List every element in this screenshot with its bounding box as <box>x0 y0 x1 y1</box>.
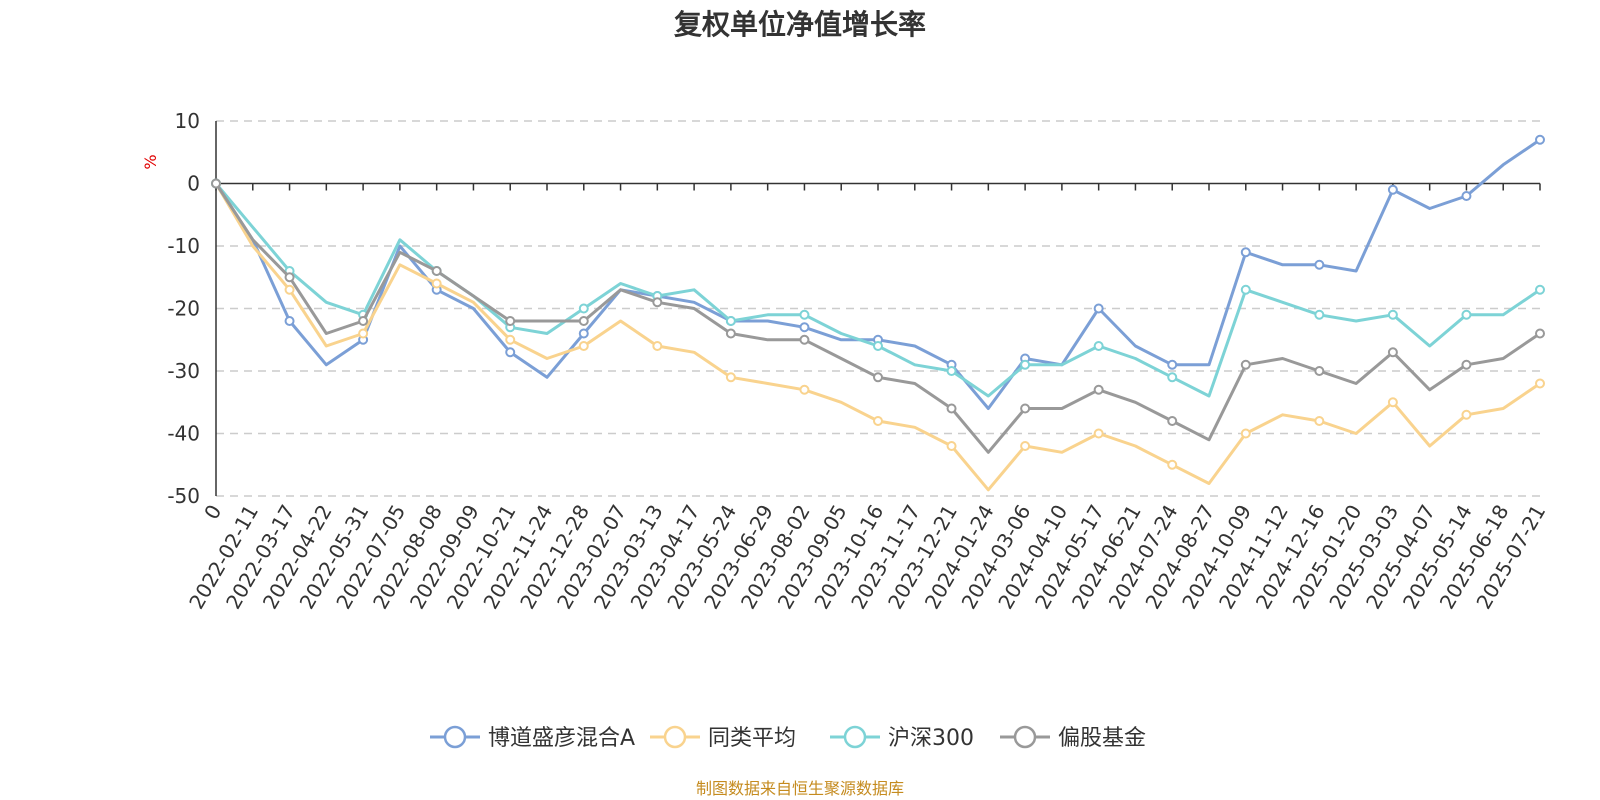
data-point <box>873 416 883 426</box>
data-point <box>1240 428 1251 439</box>
data-point <box>873 372 883 383</box>
data-point <box>431 278 442 289</box>
series-line <box>214 182 1542 398</box>
axes: 100-10-20-30-40-5002022-02-112022-03-172… <box>167 109 1550 613</box>
data-point <box>652 341 663 351</box>
data-point <box>1167 459 1178 470</box>
data-point <box>1387 397 1398 408</box>
x-tick-label: 0 <box>199 501 226 524</box>
legend-marker-icon <box>663 725 687 749</box>
legend-label: 博道盛彦混合A <box>488 726 635 751</box>
data-point <box>1240 247 1251 258</box>
y-axis-unit: % <box>141 154 160 169</box>
data-point <box>284 272 295 283</box>
data-point <box>1461 409 1472 420</box>
data-point <box>1461 191 1472 201</box>
data-point <box>505 334 516 345</box>
data-point <box>578 341 589 351</box>
legend-item[interactable]: 博道盛彦混合A <box>430 725 635 751</box>
data-point <box>1461 309 1472 320</box>
data-point <box>873 341 883 351</box>
data-point <box>946 403 957 414</box>
data-point <box>1093 384 1104 395</box>
data-point <box>1093 341 1104 351</box>
data-point <box>1314 366 1325 376</box>
y-tick-label: -20 <box>167 297 200 321</box>
y-tick-label: 0 <box>187 172 200 196</box>
data-point <box>1535 328 1545 339</box>
y-tick-label: -30 <box>167 359 200 383</box>
legend-marker-icon <box>1013 725 1037 749</box>
data-point <box>1167 416 1178 426</box>
data-point <box>725 372 736 383</box>
data-point <box>431 266 442 276</box>
y-tick-label: -10 <box>167 234 200 258</box>
data-point <box>725 316 736 326</box>
data-point <box>1020 441 1031 451</box>
data-source-note: 制图数据来自恒生聚源数据库 <box>696 779 904 798</box>
data-point <box>1535 134 1545 145</box>
data-point <box>578 316 589 326</box>
data-point <box>1461 359 1472 370</box>
data-point <box>946 366 957 376</box>
data-point <box>578 303 589 314</box>
series-group <box>211 178 1545 398</box>
data-point <box>1387 347 1398 358</box>
data-point <box>211 178 221 189</box>
data-point <box>799 334 810 345</box>
data-point <box>946 441 957 451</box>
data-point <box>284 284 295 295</box>
data-point <box>1167 372 1178 383</box>
data-point <box>1167 359 1178 370</box>
data-point <box>1240 359 1251 370</box>
series-group <box>211 178 1545 454</box>
data-point <box>1020 359 1031 370</box>
data-point <box>358 316 369 326</box>
legend-label: 沪深300 <box>888 726 974 751</box>
data-point <box>1314 259 1325 270</box>
series-lines <box>211 134 1545 492</box>
y-tick-label: -50 <box>167 484 200 508</box>
data-point <box>1314 416 1325 426</box>
legend-item[interactable]: 偏股基金 <box>1000 725 1146 751</box>
series-group <box>211 178 1545 492</box>
data-point <box>1535 378 1545 389</box>
data-point <box>578 328 589 339</box>
data-point <box>799 384 810 395</box>
data-point <box>358 328 369 339</box>
data-point <box>725 328 736 339</box>
data-point <box>1240 284 1251 295</box>
legend-label: 偏股基金 <box>1058 726 1146 751</box>
legend-marker-icon <box>443 725 467 749</box>
legend[interactable]: 博道盛彦混合A 同类平均 沪深300 偏股基金 <box>430 725 1146 751</box>
data-point <box>1535 284 1545 295</box>
data-point <box>799 322 810 333</box>
chart-title: 复权单位净值增长率 <box>674 8 926 41</box>
data-point <box>1093 303 1104 314</box>
data-point <box>1020 403 1031 414</box>
data-point <box>505 316 516 326</box>
legend-item[interactable]: 同类平均 <box>650 725 796 751</box>
data-point <box>1387 184 1398 195</box>
legend-item[interactable]: 沪深300 <box>830 725 974 751</box>
series-line <box>214 138 1542 410</box>
data-point <box>1093 428 1104 439</box>
y-tick-label: -40 <box>167 422 200 446</box>
grid <box>216 120 1540 497</box>
data-point <box>284 316 295 326</box>
data-point <box>652 297 663 308</box>
data-point <box>1387 309 1398 320</box>
data-point <box>505 347 516 358</box>
data-point <box>1314 309 1325 320</box>
data-point <box>799 309 810 320</box>
legend-marker-icon <box>843 725 867 749</box>
legend-label: 同类平均 <box>708 726 796 751</box>
y-tick-label: 10 <box>175 109 200 133</box>
